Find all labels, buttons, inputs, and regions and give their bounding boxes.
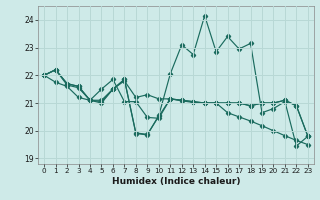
X-axis label: Humidex (Indice chaleur): Humidex (Indice chaleur): [112, 177, 240, 186]
